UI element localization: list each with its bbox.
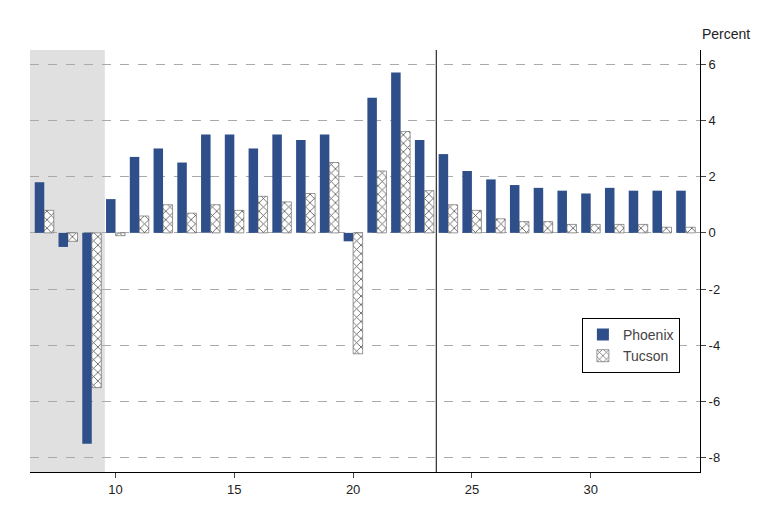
svg-text:15: 15 [227, 482, 241, 497]
svg-text:-2: -2 [709, 282, 721, 297]
svg-text:0: 0 [709, 225, 716, 240]
svg-text:Phoenix: Phoenix [623, 327, 674, 343]
svg-text:-6: -6 [709, 394, 721, 409]
svg-text:-4: -4 [709, 338, 721, 353]
svg-text:2: 2 [709, 169, 716, 184]
svg-text:20: 20 [346, 482, 360, 497]
svg-text:10: 10 [108, 482, 122, 497]
svg-text:4: 4 [709, 113, 716, 128]
svg-text:Tucson: Tucson [623, 348, 668, 364]
svg-text:-8: -8 [709, 450, 721, 465]
svg-text:30: 30 [583, 482, 597, 497]
svg-text:Percent: Percent [702, 26, 750, 42]
svg-text:25: 25 [465, 482, 479, 497]
svg-text:6: 6 [709, 57, 716, 72]
